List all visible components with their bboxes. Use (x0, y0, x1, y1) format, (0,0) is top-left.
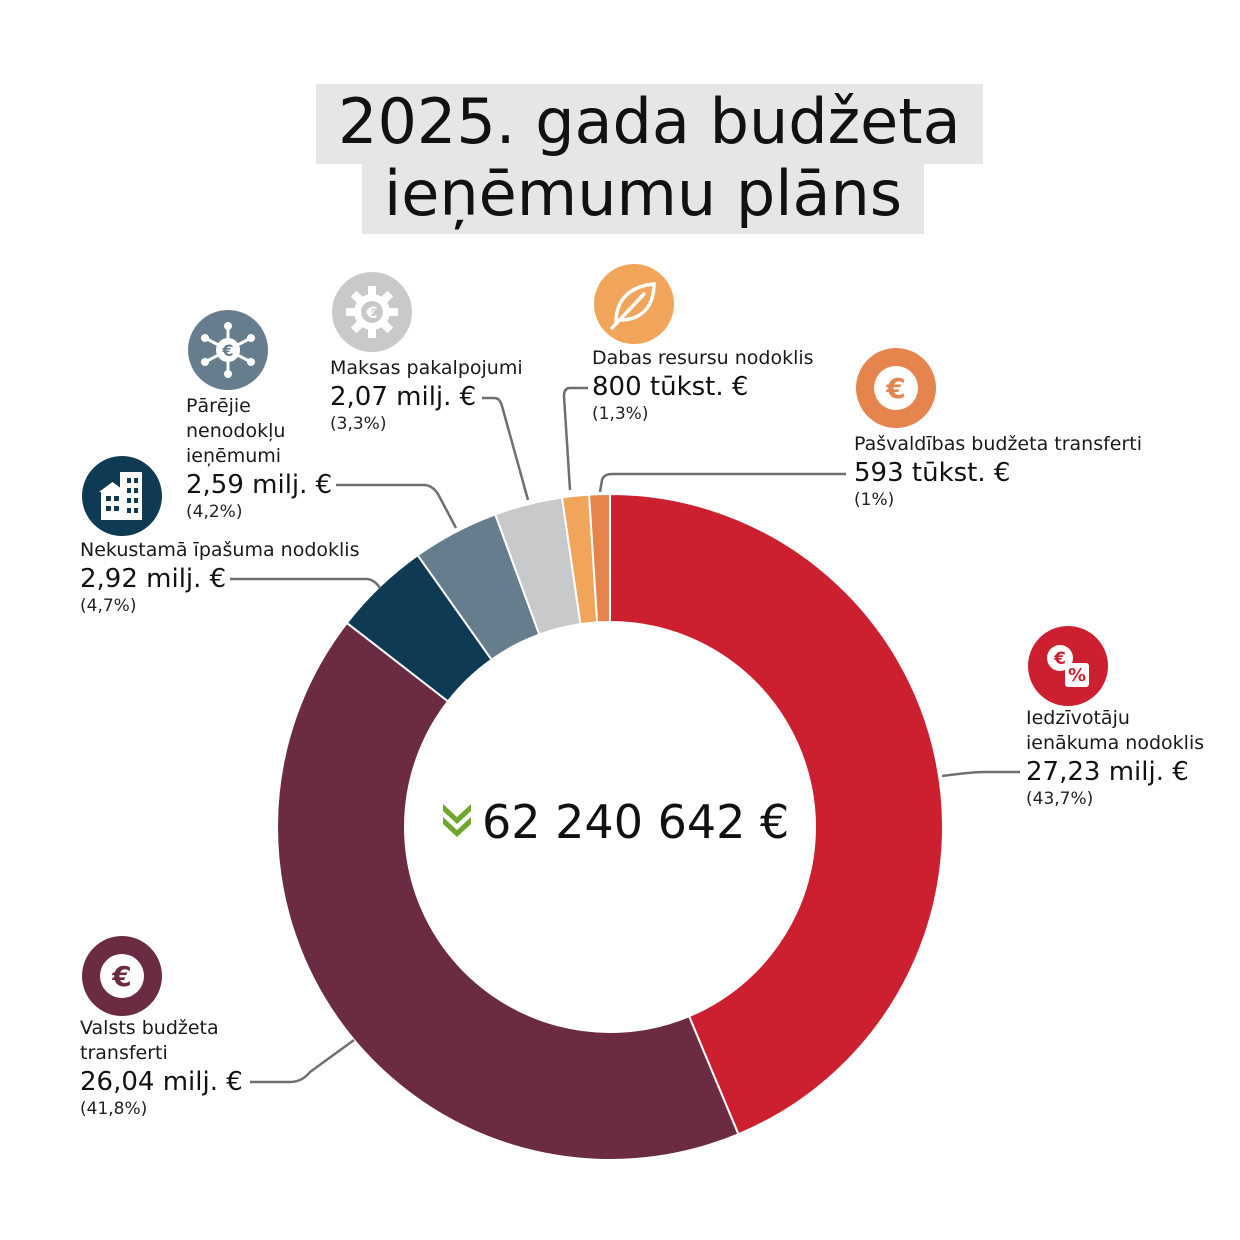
label-valsts-percent: (41,8%) (80, 1099, 148, 1119)
label-valsts-name-1: Valsts budžeta (80, 1017, 219, 1039)
leader-lines (230, 386, 1020, 1084)
total-value: 62 240 642 € (482, 795, 790, 849)
leader-line-valsts (250, 1038, 355, 1084)
label-nin-percent: (4,7%) (80, 596, 137, 616)
label-parejie-value: 2,59 milj. € (186, 470, 333, 500)
label-dabas-percent: (1,3%) (592, 404, 649, 424)
label-parejie-name-2: nenodokļu (186, 420, 286, 442)
label-iin-value: 27,23 milj. € (1026, 757, 1189, 787)
label-dabas-name: Dabas resursu nodoklis (592, 347, 814, 369)
label-valsts-name-2: transferti (80, 1042, 168, 1064)
label-iin: Iedzīvotāju ienākuma nodoklis 27,23 milj… (1026, 706, 1204, 810)
label-maksas: Maksas pakalpojumi 2,07 milj. € (3,3%) (330, 356, 523, 435)
buildings-icon (82, 456, 162, 536)
double-chevron-down-icon (440, 800, 474, 844)
label-parejie-percent: (4,2%) (186, 502, 243, 522)
leader-line-iin (941, 770, 1020, 778)
donut-slices (276, 492, 944, 1161)
leader-line-parejie (336, 483, 458, 529)
svg-text:€: € (1053, 649, 1066, 669)
leader-line-maksas (482, 396, 530, 501)
label-pasv-percent: (1%) (854, 490, 895, 510)
label-nin: Nekustamā īpašuma nodoklis 2,92 milj. € … (80, 538, 359, 617)
euro-coin-icon: € (856, 348, 936, 428)
euro-icon: € (82, 936, 162, 1016)
slice-iin (609, 492, 944, 1136)
euro-network-icon: € (188, 310, 268, 390)
svg-text:€: € (365, 303, 377, 322)
label-parejie-name-3: ieņēmumi (186, 445, 282, 467)
label-nin-value: 2,92 milj. € (80, 564, 227, 594)
chart-title-line-1: 2025. gada budžeta (316, 84, 983, 164)
svg-text:%: % (1068, 665, 1086, 686)
label-dabas-value: 800 tūkst. € (592, 372, 749, 402)
label-valsts-value: 26,04 milj. € (80, 1067, 243, 1097)
slice-valsts (276, 621, 740, 1161)
leaf-icon (594, 264, 674, 344)
leader-line-pasv (598, 472, 846, 493)
label-pasv-name: Pašvaldības budžeta transferti (854, 433, 1143, 455)
label-iin-name-2: ienākuma nodoklis (1026, 732, 1205, 754)
label-maksas-value: 2,07 milj. € (330, 382, 477, 412)
leader-line-nin (230, 577, 382, 589)
label-maksas-percent: (3,3%) (330, 414, 387, 434)
svg-text:€: € (221, 341, 233, 360)
chart-title-line-2: ieņēmumu plāns (362, 156, 925, 234)
svg-text:€: € (885, 372, 905, 405)
label-iin-name-1: Iedzīvotāju (1026, 707, 1130, 729)
label-parejie-name-1: Pārējie (186, 395, 251, 417)
label-pasv: Pašvaldības budžeta transferti 593 tūkst… (854, 432, 1142, 511)
label-parejie: Pārējie nenodokļu ieņēmumi 2,59 milj. € … (186, 394, 332, 523)
label-maksas-name: Maksas pakalpojumi (330, 357, 523, 379)
svg-text:€: € (111, 960, 131, 993)
euro-percent-icon: € % (1028, 626, 1108, 706)
euro-gear-icon: € (332, 272, 412, 352)
total-amount: 62 240 642 € (440, 790, 789, 854)
slice-pasv (588, 492, 611, 624)
label-nin-name: Nekustamā īpašuma nodoklis (80, 539, 360, 561)
leader-line-dabas (562, 386, 588, 491)
label-pasv-value: 593 tūkst. € (854, 458, 1011, 488)
label-iin-percent: (43,7%) (1026, 789, 1094, 809)
label-valsts: Valsts budžeta transferti 26,04 milj. € … (80, 1016, 243, 1120)
label-dabas: Dabas resursu nodoklis 800 tūkst. € (1,3… (592, 346, 814, 425)
